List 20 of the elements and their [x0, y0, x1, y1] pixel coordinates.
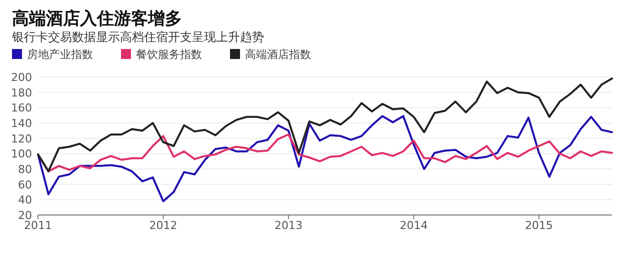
- legend-label: 房地产业指数: [27, 48, 93, 61]
- y-tick-label: 60: [18, 178, 32, 192]
- y-tick-label: 180: [11, 86, 32, 100]
- x-tick-label: 2013: [274, 219, 302, 232]
- y-tick-label: 200: [11, 71, 32, 84]
- y-tick-label: 140: [11, 117, 32, 130]
- y-tick-label: 120: [11, 132, 32, 146]
- x-tick-label: 2011: [24, 219, 52, 232]
- legend-label: 餐饮服务指数: [136, 48, 202, 61]
- x-tick-label: 2012: [149, 219, 178, 232]
- y-tick-label: 160: [11, 102, 32, 115]
- y-tick-label: 80: [18, 163, 32, 176]
- chart-subtitle: 银行卡交易数据显示高档住宿开支呈现上升趋势: [11, 30, 264, 44]
- x-tick-label: 2015: [524, 219, 553, 232]
- legend-label: 高端酒店指数: [245, 48, 311, 61]
- y-tick-label: 20: [18, 209, 32, 222]
- y-tick-label: 40: [18, 194, 32, 207]
- x-tick-label: 2014: [400, 219, 428, 232]
- chart-title: 高端酒店入住游客增多: [12, 9, 182, 29]
- y-tick-label: 100: [11, 148, 32, 161]
